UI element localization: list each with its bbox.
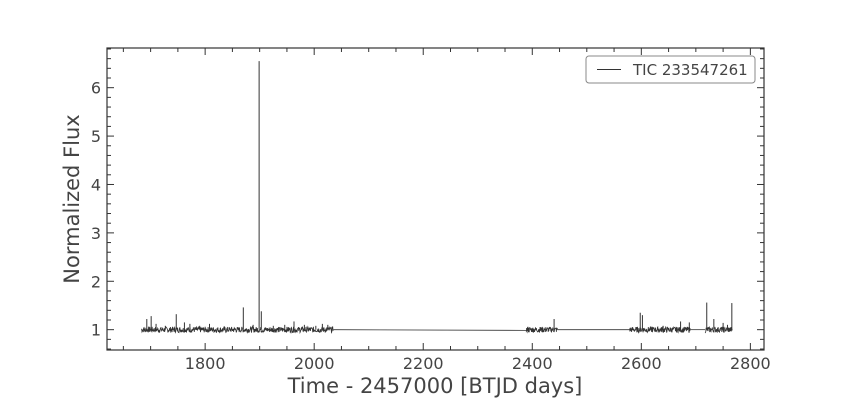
- plot-frame: [106, 47, 765, 351]
- x-axis-ticks: 1800 2000 2200 2400 2600 2800: [122, 48, 771, 373]
- y-tick-label: 1: [91, 321, 101, 340]
- series-segment: [628, 325, 691, 334]
- y-axis-label: Normalized Flux: [60, 114, 84, 283]
- y-axis-ticks: 1 2 3 4 5 6: [91, 48, 764, 350]
- x-tick-label: 2000: [294, 354, 335, 373]
- axes-frame: [106, 47, 765, 351]
- x-tick-label: 2600: [621, 354, 662, 373]
- y-tick-label: 2: [91, 272, 101, 291]
- legend-box: [585, 55, 756, 84]
- x-tick-label: 2800: [730, 354, 771, 373]
- y-tick-label: 4: [91, 175, 101, 194]
- y-tick-label: 6: [91, 79, 101, 98]
- series-segment: [704, 325, 733, 334]
- y-tick-label: 5: [91, 127, 101, 146]
- series-gap-line: [333, 329, 527, 331]
- x-tick-label: 2200: [403, 354, 444, 373]
- x-tick-label: 2400: [512, 354, 553, 373]
- x-tick-label: 1800: [185, 354, 226, 373]
- legend-entry-label: TIC 233547261: [632, 61, 748, 79]
- x-axis-label: Time - 2457000 [BTJD days]: [287, 374, 583, 398]
- series-segment: [525, 326, 558, 334]
- series-layer: [141, 61, 733, 335]
- legend: TIC 233547261: [585, 55, 756, 84]
- series-segment: [141, 325, 334, 335]
- y-tick-label: 3: [91, 224, 101, 243]
